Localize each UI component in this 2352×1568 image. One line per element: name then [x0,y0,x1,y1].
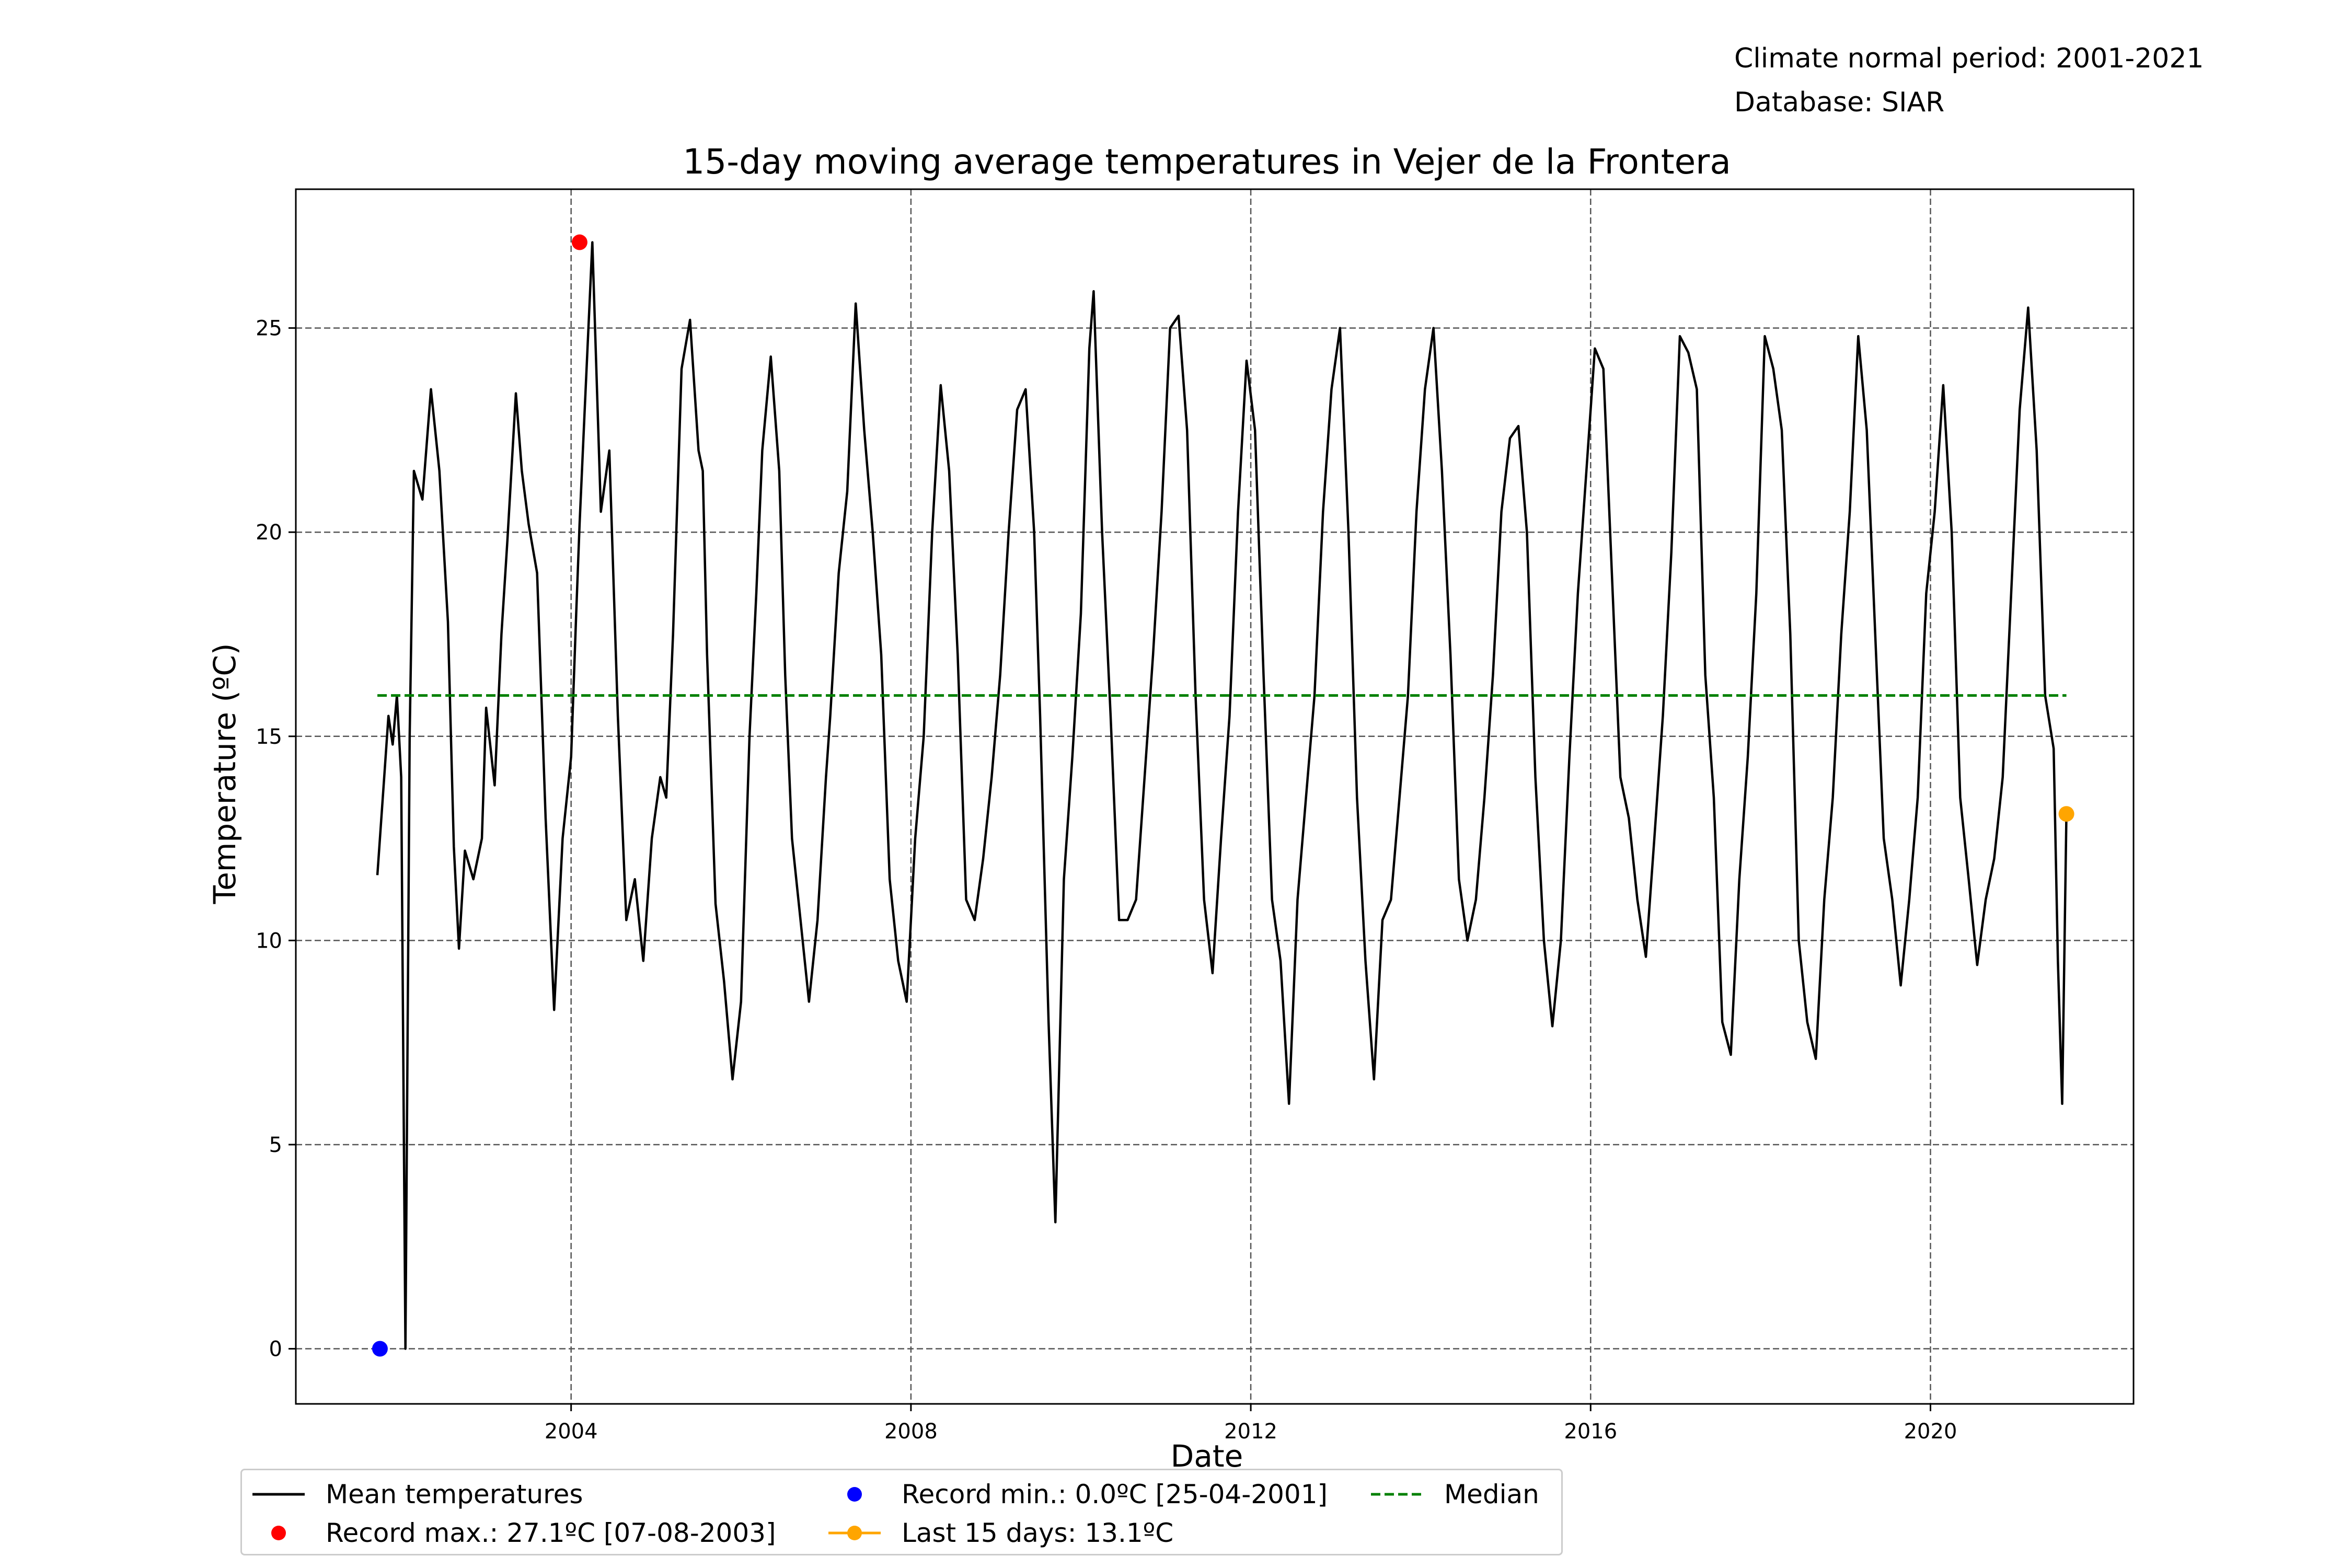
y-tick-label: 10 [256,929,282,953]
legend-swatch-record-min [847,1487,862,1502]
last-15-days-point [2058,806,2074,822]
plot-data [372,234,2074,1357]
legend-item-record-min: Record min.: 0.0ºC [25-04-2001] [828,1479,1328,1510]
x-tick-label: 2016 [1564,1420,1617,1444]
x-tick-label: 2004 [545,1420,598,1444]
climate-period-text: Climate normal period: 2001-2021 [1734,43,2204,74]
grid-lines [296,189,2134,1404]
legend-label-last-15-days: Last 15 days: 13.1ºC [902,1518,1174,1548]
legend-swatch-mean [252,1493,305,1496]
legend-label-mean: Mean temperatures [326,1479,583,1509]
record-min-point [372,1341,388,1357]
legend-label-median: Median [1444,1479,1539,1509]
chart-legend: Mean temperatures Record max.: 27.1ºC [0… [240,1469,1563,1555]
legend-label-record-max: Record max.: 27.1ºC [07-08-2003] [326,1518,776,1548]
y-tick-label: 25 [256,317,282,341]
x-axis-label: Date [1171,1438,1243,1474]
axis-ticks: 2004 2008 2012 2016 2020 0 5 10 15 20 25 [256,317,1957,1444]
y-tick-label: 20 [256,521,282,545]
legend-item-mean: Mean temperatures [252,1479,583,1510]
y-axis-label: Temperature (ºC) [207,643,243,905]
legend-label-record-min: Record min.: 0.0ºC [25-04-2001] [902,1479,1328,1509]
legend-swatch-median [1371,1493,1423,1496]
plot-frame [295,188,2135,1405]
legend-swatch-record-max [271,1526,286,1540]
x-tick-label: 2008 [884,1420,938,1444]
legend-item-last-15-days: Last 15 days: 13.1ºC [828,1517,1173,1549]
chart-title: 15-day moving average temperatures in Ve… [683,142,1731,182]
y-tick-label: 5 [269,1133,282,1157]
y-tick-label: 0 [269,1338,282,1362]
database-text: Database: SIAR [1734,87,1945,118]
y-tick-label: 15 [256,725,282,749]
legend-item-record-max: Record max.: 27.1ºC [07-08-2003] [252,1517,776,1549]
legend-item-median: Median [1371,1479,1539,1510]
mean-temperature-line [376,241,2068,1350]
x-tick-label: 2020 [1904,1420,1957,1444]
legend-swatch-last-15-days [828,1526,881,1540]
x-tick-label: 2012 [1224,1420,1277,1444]
record-max-point [571,234,587,250]
